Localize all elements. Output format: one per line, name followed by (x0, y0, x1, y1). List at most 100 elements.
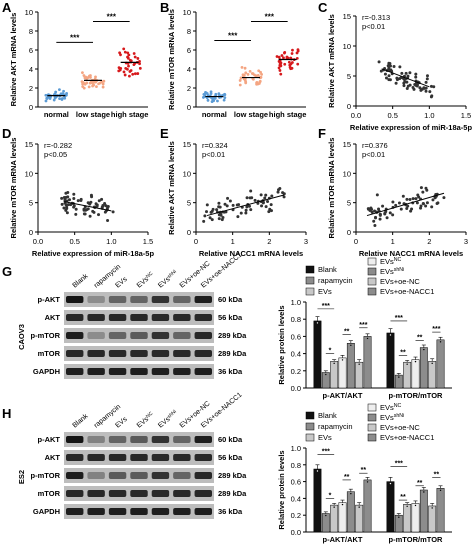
data-point (243, 66, 247, 70)
data-point (385, 216, 389, 220)
lane-label: Blank (72, 273, 90, 290)
legend: Blank rapamycin EVs EVsNCEVsshNiEVs+oe-NCEV… (305, 257, 434, 296)
data-point (205, 92, 209, 95)
cell-line-label: CAOV3 (17, 324, 26, 350)
data-point (89, 193, 93, 197)
data-point (429, 95, 433, 99)
legend-label: rapamycin (318, 422, 353, 431)
blot-band (66, 314, 84, 321)
data-point (381, 204, 385, 208)
data-point (264, 205, 268, 209)
bar-dot (439, 341, 442, 343)
data-point (388, 61, 392, 65)
bar (346, 343, 355, 389)
blot-band (130, 508, 148, 515)
blot-row-label: AKT (45, 313, 61, 322)
sig-label: ** (361, 467, 367, 474)
y-tick-label: 1.0 (291, 298, 301, 307)
blot-band (194, 350, 212, 357)
sig-label: ** (417, 335, 423, 342)
data-point (245, 205, 249, 209)
data-point (249, 189, 253, 193)
y-tick-label: 0 (347, 228, 351, 237)
sig-label: ** (400, 494, 406, 501)
data-point (392, 64, 396, 68)
data-point (279, 61, 283, 65)
data-point (287, 60, 291, 64)
data-point (387, 78, 391, 82)
x-tick-label: 3 (304, 237, 308, 246)
data-point (238, 83, 242, 87)
bar (436, 488, 445, 533)
data-point (210, 218, 214, 222)
bar (403, 504, 412, 533)
x-tick-label: 0.0 (351, 111, 361, 120)
data-point (291, 48, 294, 52)
r-value: r=0.324 (202, 141, 228, 150)
cell-line-label: ES2 (17, 470, 26, 484)
panel-H-bars: 0.0 0.2 0.4 0.6 0.8 1.0 Relative protein level… (277, 403, 452, 544)
bar-dot (439, 489, 442, 492)
data-point (414, 75, 418, 79)
data-point (276, 190, 280, 194)
bar (411, 503, 420, 533)
bar-dot (333, 506, 335, 508)
data-point (81, 71, 84, 75)
bar (330, 504, 339, 533)
data-point (95, 204, 99, 208)
data-point (279, 72, 283, 76)
data-point (279, 64, 283, 68)
r-value: r=-0.313 (362, 13, 390, 22)
data-point (442, 196, 446, 200)
panel-G-bars: 0.0 0.2 0.4 0.6 0.8 1.0 Relative protein level… (277, 257, 452, 400)
panel-letter-G: G (2, 264, 12, 279)
blot-band (87, 508, 105, 515)
data-point (267, 210, 271, 214)
data-point (296, 49, 300, 53)
x-tick-label: 1.5 (143, 237, 153, 246)
data-point (388, 211, 392, 215)
x-tick-label: 1 (231, 237, 235, 246)
panel-letter-F: F (318, 126, 326, 141)
y-axis-label: Relative AKT mRNA levels (167, 141, 176, 235)
data-point (203, 214, 207, 218)
blot-band (173, 454, 191, 461)
legend-label: EVs (318, 433, 332, 442)
legend-label: EVs+oe-NACC1 (380, 433, 434, 442)
data-point (58, 88, 61, 92)
data-point (242, 73, 246, 77)
blot-band (173, 368, 191, 375)
y-tick-label: 15 (343, 12, 351, 21)
bar-dot (431, 362, 433, 365)
data-point (133, 72, 137, 76)
data-point (264, 193, 268, 197)
x-category-label: normal (202, 110, 227, 119)
data-point (72, 192, 76, 196)
legend-label: EVs+oe-NC (380, 423, 420, 432)
data-point (436, 201, 440, 205)
sig-label: *** (432, 326, 440, 333)
y-tick-label: 10 (343, 42, 351, 51)
bar-dot (414, 504, 417, 507)
data-point (263, 196, 267, 200)
x-tick-label: 0 (354, 237, 358, 246)
blot-band (173, 472, 191, 479)
data-point (414, 72, 418, 76)
blot-band (87, 314, 105, 321)
data-point (68, 198, 72, 202)
blot-band (108, 332, 127, 339)
data-point (253, 73, 256, 77)
bar (419, 489, 428, 533)
y-tick-label: 5 (347, 199, 351, 208)
data-point (82, 74, 86, 77)
data-point (62, 89, 65, 93)
data-point (66, 195, 70, 199)
data-point (282, 56, 285, 60)
x-category-label: low stage (76, 110, 110, 119)
data-point (431, 198, 435, 202)
sig-label: *** (265, 13, 275, 22)
data-point (285, 55, 289, 59)
data-point (94, 75, 97, 79)
bar (428, 361, 437, 389)
blot-kda-label: 56 kDa (218, 313, 243, 322)
